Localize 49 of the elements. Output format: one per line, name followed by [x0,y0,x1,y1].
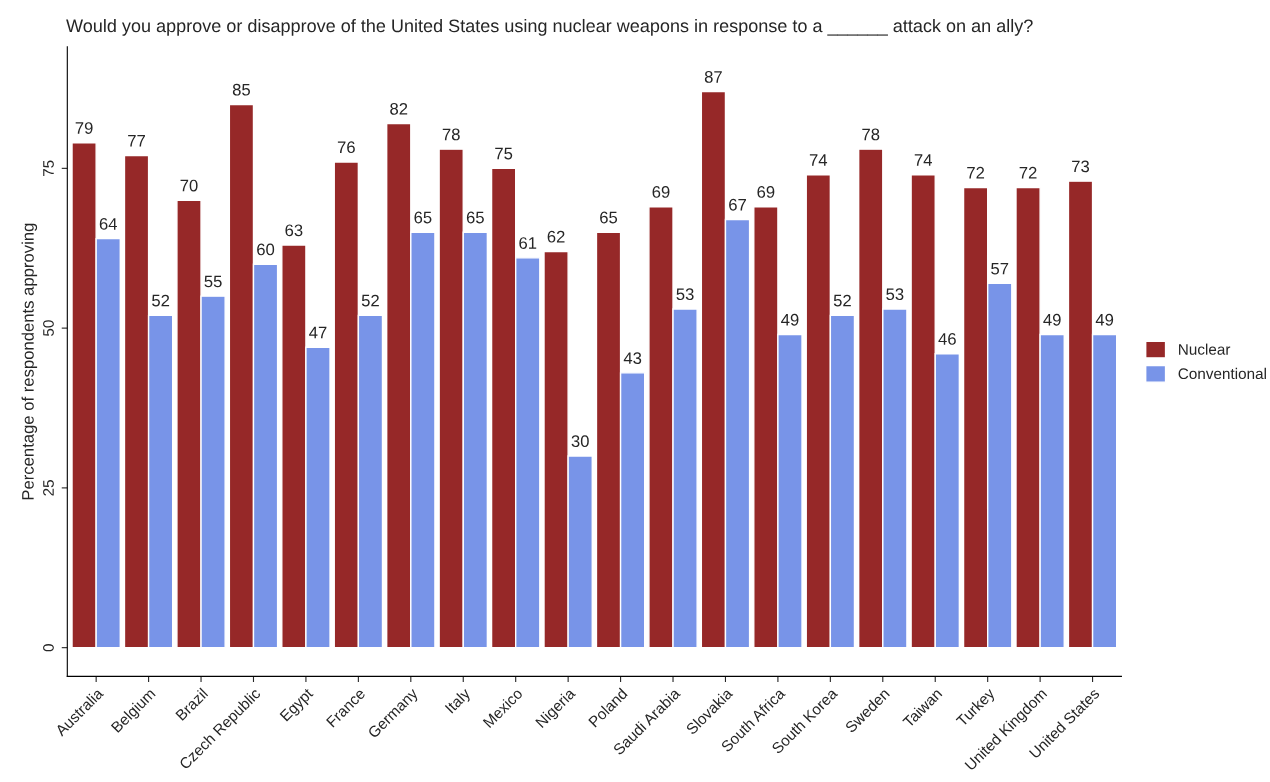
data-label: 52 [152,294,170,307]
y-axis-title: Percentage of respondents approving [21,223,38,500]
data-label: 49 [1043,313,1061,326]
y-tick-label: 25 [43,480,54,496]
data-label: 46 [938,333,956,345]
data-label: 62 [547,230,565,243]
legend-label: Conventional [1178,367,1266,380]
data-label: 43 [623,352,642,365]
data-label: 30 [571,435,589,448]
data-label: 53 [676,288,694,301]
data-label: 74 [914,154,932,166]
x-tick-label: Italy [444,686,474,716]
data-label: 53 [886,288,904,301]
data-label: 65 [414,211,432,224]
y-tick-label: 0 [43,644,54,652]
data-label: 60 [257,243,275,256]
data-label: 65 [466,211,484,224]
data-label: 79 [75,122,93,134]
data-label: 87 [704,71,722,83]
data-label: 85 [232,83,250,96]
y-tick-label: 50 [43,320,54,337]
data-label: 61 [519,237,537,249]
data-label: 74 [809,154,828,166]
data-label: 69 [757,186,775,198]
data-label: 49 [1095,313,1114,326]
data-label: 57 [991,262,1009,275]
data-label: 75 [495,147,513,160]
data-label: 47 [309,326,327,339]
data-label: 78 [862,128,880,141]
data-label: 52 [833,294,851,307]
data-label: 63 [285,224,303,237]
data-label: 65 [600,211,618,224]
data-label: 77 [128,135,145,147]
data-label: 69 [652,186,670,198]
chart-title: Would you approve or disapprove of the United States using nuclear weapons in response to a ______ attack on an ally? [66,18,1033,36]
data-label: 72 [1019,166,1037,179]
data-label: 70 [180,179,198,192]
data-label: 67 [729,198,746,211]
data-label: 64 [99,218,117,230]
data-label: 49 [781,313,799,326]
data-label: 82 [390,102,408,115]
data-label: 76 [337,141,355,154]
data-label: 78 [442,128,460,141]
data-label: 72 [967,166,985,179]
data-label: 55 [204,275,222,288]
y-tick-label: 75 [43,160,54,177]
data-label: 52 [361,294,379,307]
data-label: 73 [1072,160,1090,173]
legend-label: Nuclear [1179,343,1231,355]
